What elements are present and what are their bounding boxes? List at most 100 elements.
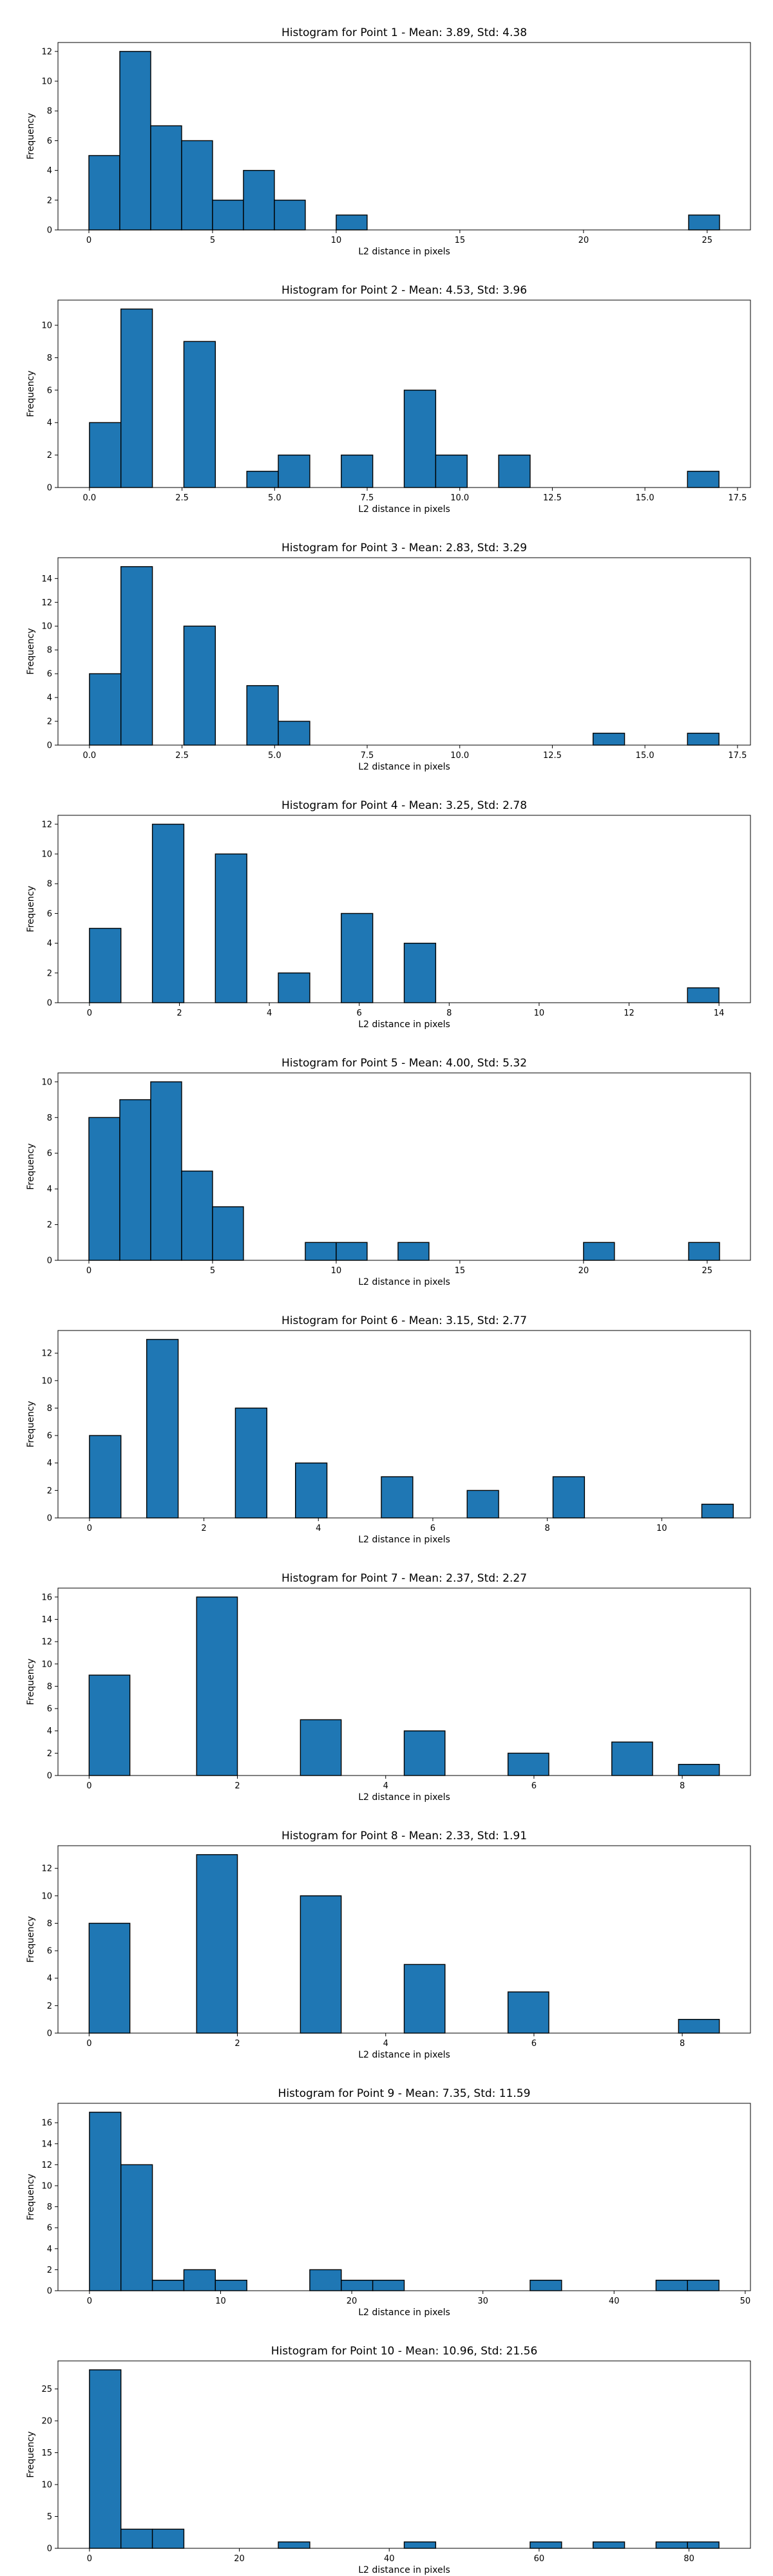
histogram-bar [300,1895,342,2034]
y-tick-label: 8 [47,1113,52,1123]
y-tick-label: 12 [41,598,52,608]
histogram-bar [88,155,120,231]
plot-frame [57,815,751,1003]
chart-title: Histogram for Point 8 - Mean: 2.33, Std:… [282,1830,527,1842]
y-tick-label: 6 [47,137,52,146]
x-tick-label: 10 [534,1009,545,1018]
y-tick-label: 4 [47,1974,52,1984]
histogram-bar [183,625,216,746]
x-tick-label: 5.0 [268,493,282,503]
histogram-bar [89,422,122,488]
y-tick-label: 10 [41,2481,52,2490]
x-tick-label: 17.5 [728,751,747,761]
x-tick-label: 0.0 [83,493,97,503]
histogram-bar [89,1435,122,1519]
x-tick-label: 10 [215,2297,226,2306]
histogram-bar [120,2164,153,2291]
histogram-bar [341,913,374,1003]
x-tick-label: 10.0 [450,493,469,503]
histogram-panel-1: Histogram for Point 1 - Mean: 3.89, Std:… [26,26,751,257]
x-tick-label: 0 [87,2554,92,2564]
y-tick-label: 16 [41,2119,52,2128]
plot-frame [57,557,751,746]
y-tick-label: 4 [47,2244,52,2254]
histogram-bar [215,853,247,1003]
y-tick-label: 4 [47,1185,52,1195]
x-tick-label: 15.0 [636,751,654,761]
x-tick-label: 40 [384,2554,395,2564]
x-tick-label: 30 [477,2297,488,2306]
y-tick-label: 0 [47,226,52,236]
histogram-bar [89,673,122,746]
y-tick-label: 14 [41,2139,52,2149]
histogram-bar [381,1476,414,1519]
histogram-bar [181,1170,213,1261]
x-tick-label: 2 [234,1781,240,1791]
histogram-bar [309,2269,342,2291]
histogram-bar [530,2279,562,2291]
x-tick-label: 4 [383,1781,388,1791]
x-tick-label: 17.5 [728,493,747,503]
x-tick-label: 80 [683,2554,694,2564]
y-tick-label: 12 [41,1638,52,1647]
histogram-bar [278,454,310,488]
histogram-bar [278,2541,310,2549]
y-tick-label: 12 [41,1349,52,1359]
x-tick-label: 12.5 [543,751,562,761]
y-tick-label: 6 [47,1432,52,1441]
y-tick-label: 0 [47,2544,52,2554]
histogram-panel-4: Histogram for Point 4 - Mean: 3.25, Std:… [26,799,751,1030]
histogram-bar [336,214,368,231]
histogram-bar [701,1503,734,1519]
histogram-bar [196,1854,238,2034]
chart-title: Histogram for Point 5 - Mean: 4.00, Std:… [282,1057,527,1070]
y-tick-label: 15 [41,2448,52,2458]
chart-title: Histogram for Point 1 - Mean: 3.89, Std:… [282,26,527,39]
histogram-bar [196,1596,238,1776]
histogram-bar [150,1081,182,1261]
histogram-bar [305,1242,337,1261]
histogram-bar [655,2541,688,2549]
plot-frame [57,42,751,231]
histogram-bar [119,51,151,231]
histogram-bar [212,1206,244,1261]
x-tick-label: 0 [86,2039,91,2049]
y-tick-label: 6 [47,909,52,919]
x-tick-label: 6 [531,1781,537,1791]
histogram-bar [507,1991,549,2034]
x-tick-label: 0 [86,1266,91,1276]
histogram-bar [120,566,153,746]
chart-title: Histogram for Point 4 - Mean: 3.25, Std:… [282,799,527,812]
histogram-bar [150,125,182,231]
x-tick-label: 12.5 [543,493,562,503]
x-tick-label: 5 [210,236,215,245]
x-tick-label: 20 [347,2297,358,2306]
x-tick-label: 25 [702,236,713,245]
x-tick-label: 7.5 [361,493,374,503]
x-axis-label: L2 distance in pixels [358,1792,450,1803]
histogram-bar [234,1407,267,1519]
x-tick-label: 20 [578,236,589,245]
histogram-panel-3: Histogram for Point 3 - Mean: 2.83, Std:… [26,542,751,772]
y-tick-label: 6 [47,2224,52,2233]
histogram-bar [688,1242,720,1261]
y-tick-label: 2 [47,451,52,460]
y-tick-label: 10 [41,1660,52,1669]
histogram-bar [403,390,437,488]
x-tick-label: 20 [234,2554,245,2564]
y-axis-label: Frequency [26,113,36,159]
y-tick-label: 2 [47,1749,52,1759]
y-tick-label: 0 [47,2029,52,2039]
x-tick-label: 40 [609,2297,620,2306]
x-tick-label: 4 [267,1009,272,1018]
y-tick-label: 5 [47,2512,52,2522]
y-tick-label: 16 [41,1593,52,1602]
y-tick-label: 6 [47,670,52,679]
y-tick-label: 8 [47,107,52,117]
x-tick-label: 0.0 [83,751,97,761]
histogram-bar [678,2018,720,2034]
plot-frame [57,299,751,488]
histogram-bar [88,1922,131,2034]
y-axis-label: Frequency [26,1658,36,1705]
histogram-bar [403,2541,437,2549]
